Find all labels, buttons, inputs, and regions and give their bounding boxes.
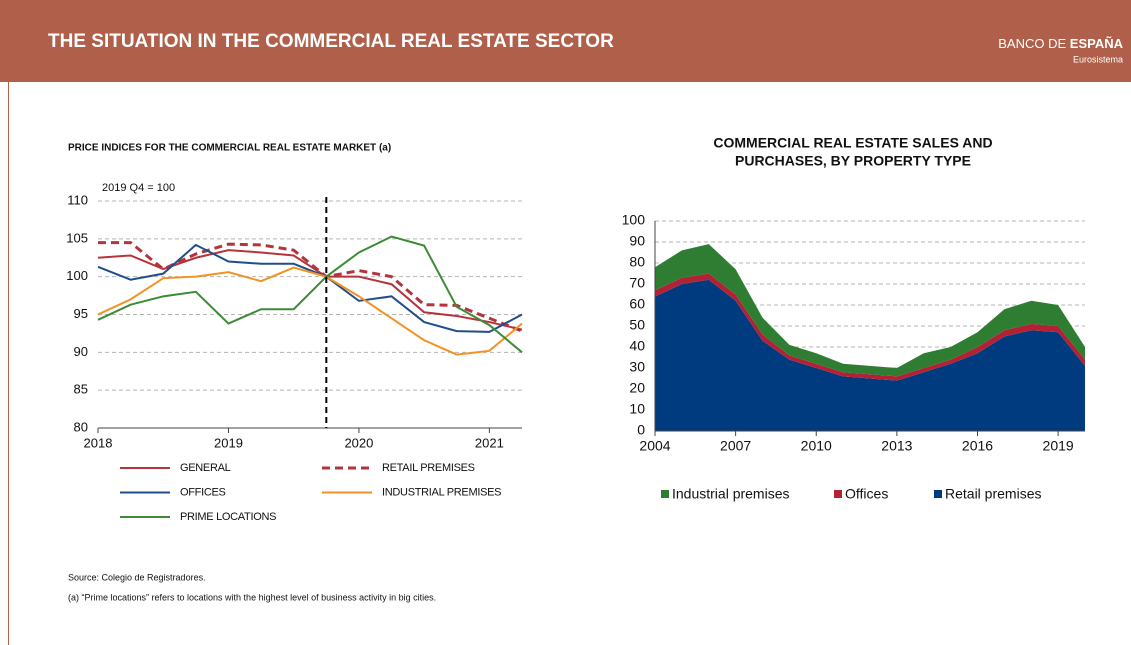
x-tick-label: 2019: [1043, 438, 1074, 454]
legend-label: Industrial premises: [672, 486, 790, 502]
y-tick-label: 80: [629, 254, 645, 270]
y-tick-label: 40: [629, 338, 645, 354]
x-tick-label: 2016: [962, 438, 993, 454]
legend-label: OFFICES: [180, 486, 226, 498]
chart-subtitle: 2019 Q4 = 100: [102, 182, 175, 194]
area-series: [655, 244, 1085, 377]
legend-swatch: [661, 490, 669, 498]
x-tick-label: 2019: [214, 435, 243, 450]
y-tick-label: 100: [622, 212, 646, 228]
y-tick-label: 110: [67, 192, 88, 207]
area-series: [655, 279, 1085, 431]
y-tick-label: 105: [66, 230, 88, 245]
logo-light: BANCO DE: [998, 36, 1070, 51]
legend-label: PRIME LOCATIONS: [180, 511, 276, 523]
x-tick-label: 2013: [881, 438, 912, 454]
line-series: [97, 266, 523, 356]
y-tick-label: 10: [629, 401, 645, 417]
y-tick-label: 100: [66, 268, 88, 283]
logo: BANCO DE ESPAÑA: [998, 36, 1123, 51]
line-series: [97, 235, 523, 354]
y-tick-label: 90: [629, 233, 645, 249]
y-tick-label: 80: [74, 419, 88, 434]
x-tick-label: 2007: [720, 438, 751, 454]
y-tick-label: 20: [629, 380, 645, 396]
header-title: THE SITUATION IN THE COMMERCIAL REAL EST…: [48, 31, 614, 52]
footnote: (a) “Prime locations” refers to location…: [68, 592, 436, 602]
line-series: [97, 249, 523, 331]
legend-label: INDUSTRIAL PREMISES: [382, 486, 501, 498]
legend-swatch: [834, 490, 842, 498]
y-tick-label: 85: [74, 382, 88, 397]
x-tick-label: 2004: [639, 438, 670, 454]
logo-bold: ESPAÑA: [1070, 36, 1124, 51]
legend-swatch: [934, 490, 942, 498]
y-tick-label: 70: [629, 275, 645, 291]
y-tick-label: 90: [74, 344, 88, 359]
y-tick-label: 60: [629, 296, 645, 312]
footnote: Source: Colegio de Registradores.: [68, 572, 206, 582]
y-tick-label: 50: [629, 317, 645, 333]
y-tick-label: 95: [74, 306, 88, 321]
line-series: [98, 241, 523, 333]
x-tick-label: 2021: [475, 435, 504, 450]
line-series: [97, 243, 523, 333]
logo-sub: Eurosistema: [1073, 54, 1123, 64]
x-tick-label: 2010: [801, 438, 832, 454]
header-band: [0, 0, 1131, 82]
y-tick-label: 30: [629, 359, 645, 375]
legend-label: RETAIL PREMISES: [382, 462, 475, 474]
chart-title: PRICE INDICES FOR THE COMMERCIAL REAL ES…: [68, 143, 391, 154]
legend-label: Offices: [845, 486, 888, 502]
legend-label: GENERAL: [180, 462, 231, 474]
x-tick-label: 2020: [344, 435, 373, 450]
y-tick-label: 0: [637, 422, 645, 438]
legend-label: Retail premises: [945, 486, 1041, 502]
x-tick-label: 2018: [84, 435, 113, 450]
chart-title: PURCHASES, BY PROPERTY TYPE: [735, 153, 971, 169]
chart-title: COMMERCIAL REAL ESTATE SALES AND: [713, 135, 992, 151]
